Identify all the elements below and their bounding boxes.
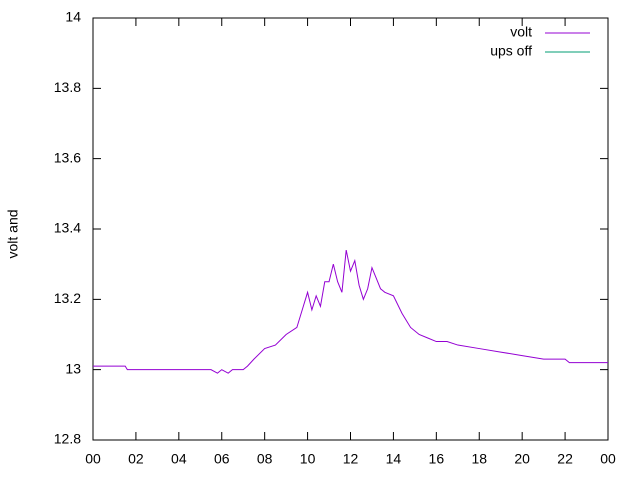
legend-label: volt xyxy=(510,24,532,40)
x-tick-label: 04 xyxy=(171,451,187,467)
y-tick-label: 13.8 xyxy=(54,79,81,95)
x-tick-label: 18 xyxy=(471,451,487,467)
x-tick-label: 14 xyxy=(386,451,402,467)
x-tick-label: 10 xyxy=(300,451,316,467)
x-tick-label: 02 xyxy=(128,451,144,467)
x-tick-label: 20 xyxy=(514,451,530,467)
y-tick-label: 13 xyxy=(65,360,81,376)
x-tick-label: 06 xyxy=(214,451,230,467)
y-tick-label: 13.2 xyxy=(54,290,81,306)
x-tick-label: 12 xyxy=(343,451,359,467)
x-tick-label: 00 xyxy=(85,451,101,467)
x-tick-label: 22 xyxy=(557,451,573,467)
legend-label: ups off xyxy=(490,43,532,59)
y-axis-label: volt and xyxy=(5,209,21,258)
x-tick-label: 16 xyxy=(429,451,445,467)
y-tick-label: 14 xyxy=(65,9,81,25)
plot-frame xyxy=(92,17,609,441)
y-tick-label: 12.8 xyxy=(54,431,81,447)
x-tick-label: 00 xyxy=(600,451,616,467)
y-tick-label: 13.6 xyxy=(54,149,81,165)
series-line xyxy=(93,250,608,374)
y-tick-label: 13.4 xyxy=(54,220,81,236)
x-tick-label: 08 xyxy=(257,451,273,467)
